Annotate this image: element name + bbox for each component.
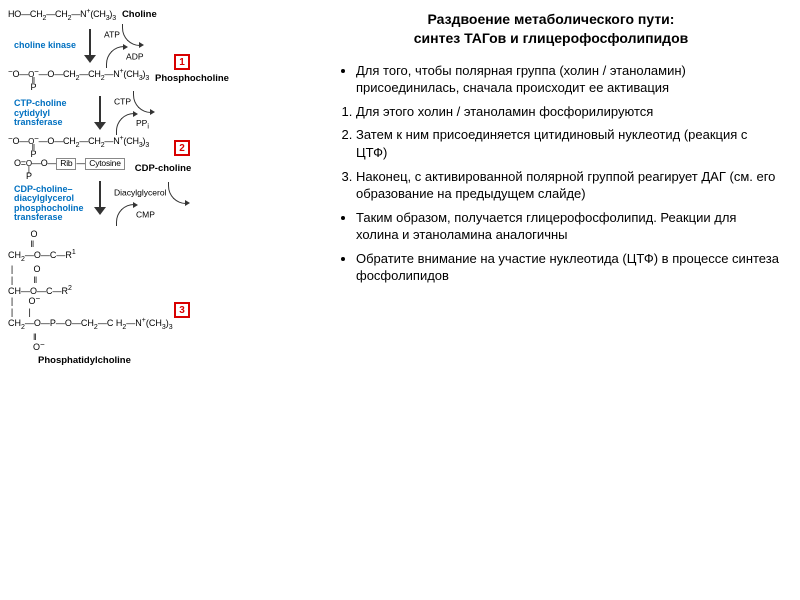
mol-phosphatidylcholine: O ‖ CH2—O—C—R1 | O | ‖ CH—O—C—R2 | O− | …: [8, 229, 306, 368]
numbered-item: Наконец, с активированной полярной групп…: [356, 168, 784, 203]
enzyme-1: choline kinase: [14, 41, 76, 50]
cmp-label: CMP: [136, 209, 155, 219]
cdpcholine-formula-top: −O—O−‖P—O—CH2—CH2—N+(CH3)3: [8, 135, 149, 158]
enzyme-2: CTP-choline cytidylyl transferase: [14, 99, 86, 127]
arrow-icon: [82, 29, 98, 63]
enzyme-3: CDP-choline– diacylglycerol phosphocholi…: [14, 185, 86, 223]
choline-formula: HO—CH2—CH2—N+(CH3)3: [8, 8, 116, 22]
bullet-item: Таким образом, получается глицерофосфоли…: [356, 209, 784, 244]
slide-title: Раздвоение метаболического пути: синтез …: [318, 10, 784, 48]
ppi-label: PPi: [136, 118, 149, 128]
step-box-1: 1: [174, 54, 190, 70]
numbered-item: Для этого холин / этаноламин фосфорилиру…: [356, 103, 784, 121]
ctp-label: CTP: [114, 96, 131, 106]
mol-cdp-choline: −O—O−‖P—O—CH2—CH2—N+(CH3)3 O=O|P—O—Rib—C…: [8, 135, 306, 180]
bullets-bottom: Таким образом, получается глицерофосфоли…: [356, 209, 784, 285]
numbered-list: Для этого холин / этаноламин фосфорилиру…: [356, 103, 784, 203]
cdpcholine-formula-bottom: O=O|P—O—Rib—Cytosine: [8, 158, 125, 180]
mol-phosphocholine: −O—O−‖P—O—CH2—CH2—N+(CH3)3 Phosphocholin…: [8, 68, 306, 91]
choline-name: Choline: [122, 10, 157, 20]
step-box-2: 2: [174, 140, 190, 156]
text-content: Раздвоение метаболического пути: синтез …: [310, 0, 800, 600]
numbered-item: Затем к ним присоединяется цитидиновый н…: [356, 126, 784, 161]
io-3: Diacylglycerol CMP: [114, 182, 188, 226]
phosphocholine-name: Phosphocholine: [155, 74, 229, 84]
reaction-1: choline kinase ATP ADP: [8, 24, 306, 68]
rib-box: Rib: [56, 158, 76, 169]
reaction-3: CDP-choline– diacylglycerol phosphocholi…: [8, 181, 306, 227]
title-line-1: Раздвоение метаболического пути:: [428, 11, 675, 27]
atp-label: ATP: [104, 29, 120, 39]
cytosine-box: Cytosine: [85, 158, 124, 169]
step-box-3: 3: [174, 302, 190, 318]
title-line-2: синтез ТАГов и глицерофосфолипидов: [414, 30, 688, 46]
adp-label: ADP: [126, 51, 143, 61]
io-1: ATP ADP: [104, 24, 143, 68]
pathway-diagram: HO—CH2—CH2—N+(CH3)3 Choline choline kina…: [0, 0, 310, 600]
arrow-icon: [92, 96, 108, 130]
bullet-item: Для того, чтобы полярная группа (холин /…: [356, 62, 784, 97]
mol-choline: HO—CH2—CH2—N+(CH3)3 Choline: [8, 6, 306, 24]
arrow-icon: [92, 181, 108, 227]
pc-name: Phosphatidylcholine: [38, 356, 306, 367]
bullet-item: Обратите внимание на участие нуклеотида …: [356, 250, 784, 285]
reaction-2: CTP-choline cytidylyl transferase CTP PP…: [8, 91, 306, 135]
io-2: CTP PPi: [114, 91, 153, 135]
bullets-top: Для того, чтобы полярная группа (холин /…: [356, 62, 784, 97]
cdpcholine-name: CDP-choline: [135, 164, 191, 174]
phosphocholine-formula: −O—O−‖P—O—CH2—CH2—N+(CH3)3: [8, 68, 149, 91]
dag-label: Diacylglycerol: [114, 187, 166, 197]
